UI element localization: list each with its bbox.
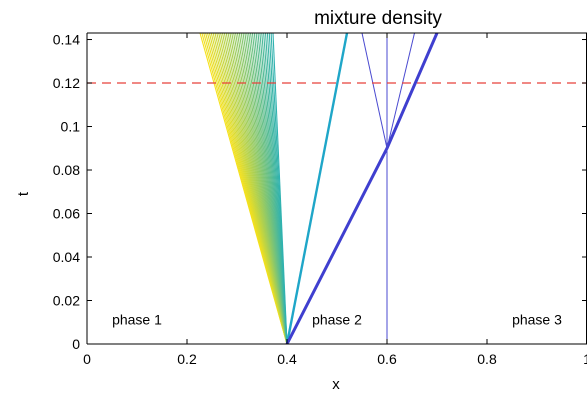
wave-left-line [361,33,388,149]
series-group [87,33,587,344]
y-tick-label-7: 0.14 [53,32,80,48]
x-tick-label-0: 0 [83,351,91,367]
y-tick-label-3: 0.06 [53,206,80,222]
fan-line-40 [272,33,288,344]
plot-area: phase 1 phase 2 phase 3 [87,33,587,344]
x-tick-label-1: 0.2 [177,351,197,367]
phase-label-2: phase 2 [312,311,362,327]
phase-label-1: phase 1 [112,311,162,327]
y-tick-label-5: 0.1 [61,119,81,135]
y-tick-label-0: 0 [72,336,80,352]
x-tick-label-4: 0.8 [477,351,497,367]
y-axis-label: t [15,191,32,196]
phase-label-3: phase 3 [512,311,562,327]
y-tick-label-2: 0.04 [53,249,80,265]
x-axis-label: x [332,376,340,393]
wave-right-line [386,33,415,149]
x-tick-label-5: 1 [583,351,587,367]
x-tick-label-2: 0.4 [277,351,297,367]
y-tick-label-1: 0.02 [53,293,80,309]
x-tick-label-3: 0.6 [377,351,397,367]
chart-title: mixture density [314,8,442,29]
fan-edge-line [285,33,349,344]
shock-line [285,33,439,344]
y-tick-label-4: 0.08 [53,162,80,178]
y-tick-label-6: 0.12 [53,75,80,91]
